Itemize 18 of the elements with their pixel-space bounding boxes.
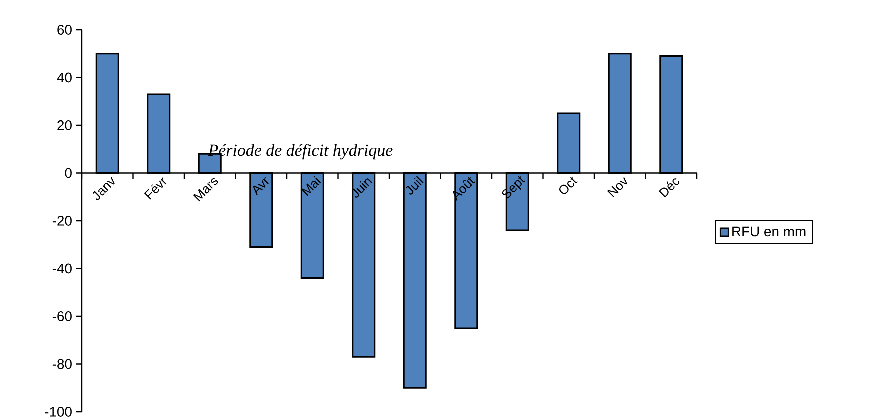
legend-label: RFU en mm [732,226,806,237]
x-tick-label: Juin [352,178,373,198]
y-tick-label: -40 [52,264,72,274]
x-tick-label: Nov [607,177,628,198]
y-tick-label: 0 [65,168,72,178]
x-tick-label: Avr [253,177,269,196]
y-tick-label: -80 [52,359,72,370]
x-tick-label: Déc [658,178,680,198]
y-tick-label: -60 [52,312,72,322]
y-tick-label: -100 [45,407,72,417]
y-tick-label: -20 [52,216,72,226]
annotation: Période de déficit hydrique [208,144,393,160]
y-tick-label: 60 [58,25,72,35]
x-tick-label: Mai [302,176,322,196]
x-tick-label: Juil [406,176,424,195]
y-tick-label: 40 [57,72,72,83]
y-tick-label: 20 [58,120,72,130]
x-tick-label: Oct [560,177,578,194]
